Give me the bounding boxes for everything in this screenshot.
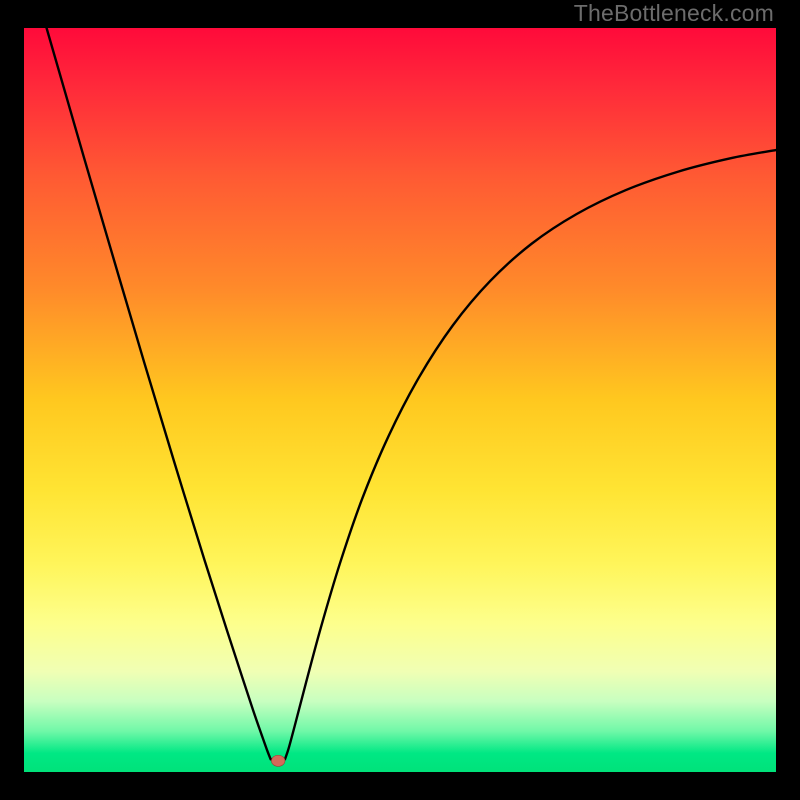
- plot-background: [24, 28, 776, 772]
- bottleneck-curve-chart: [0, 0, 800, 800]
- chart-root: TheBottleneck.com: [0, 0, 800, 800]
- minimum-marker: [271, 755, 285, 766]
- watermark-text: TheBottleneck.com: [574, 0, 774, 27]
